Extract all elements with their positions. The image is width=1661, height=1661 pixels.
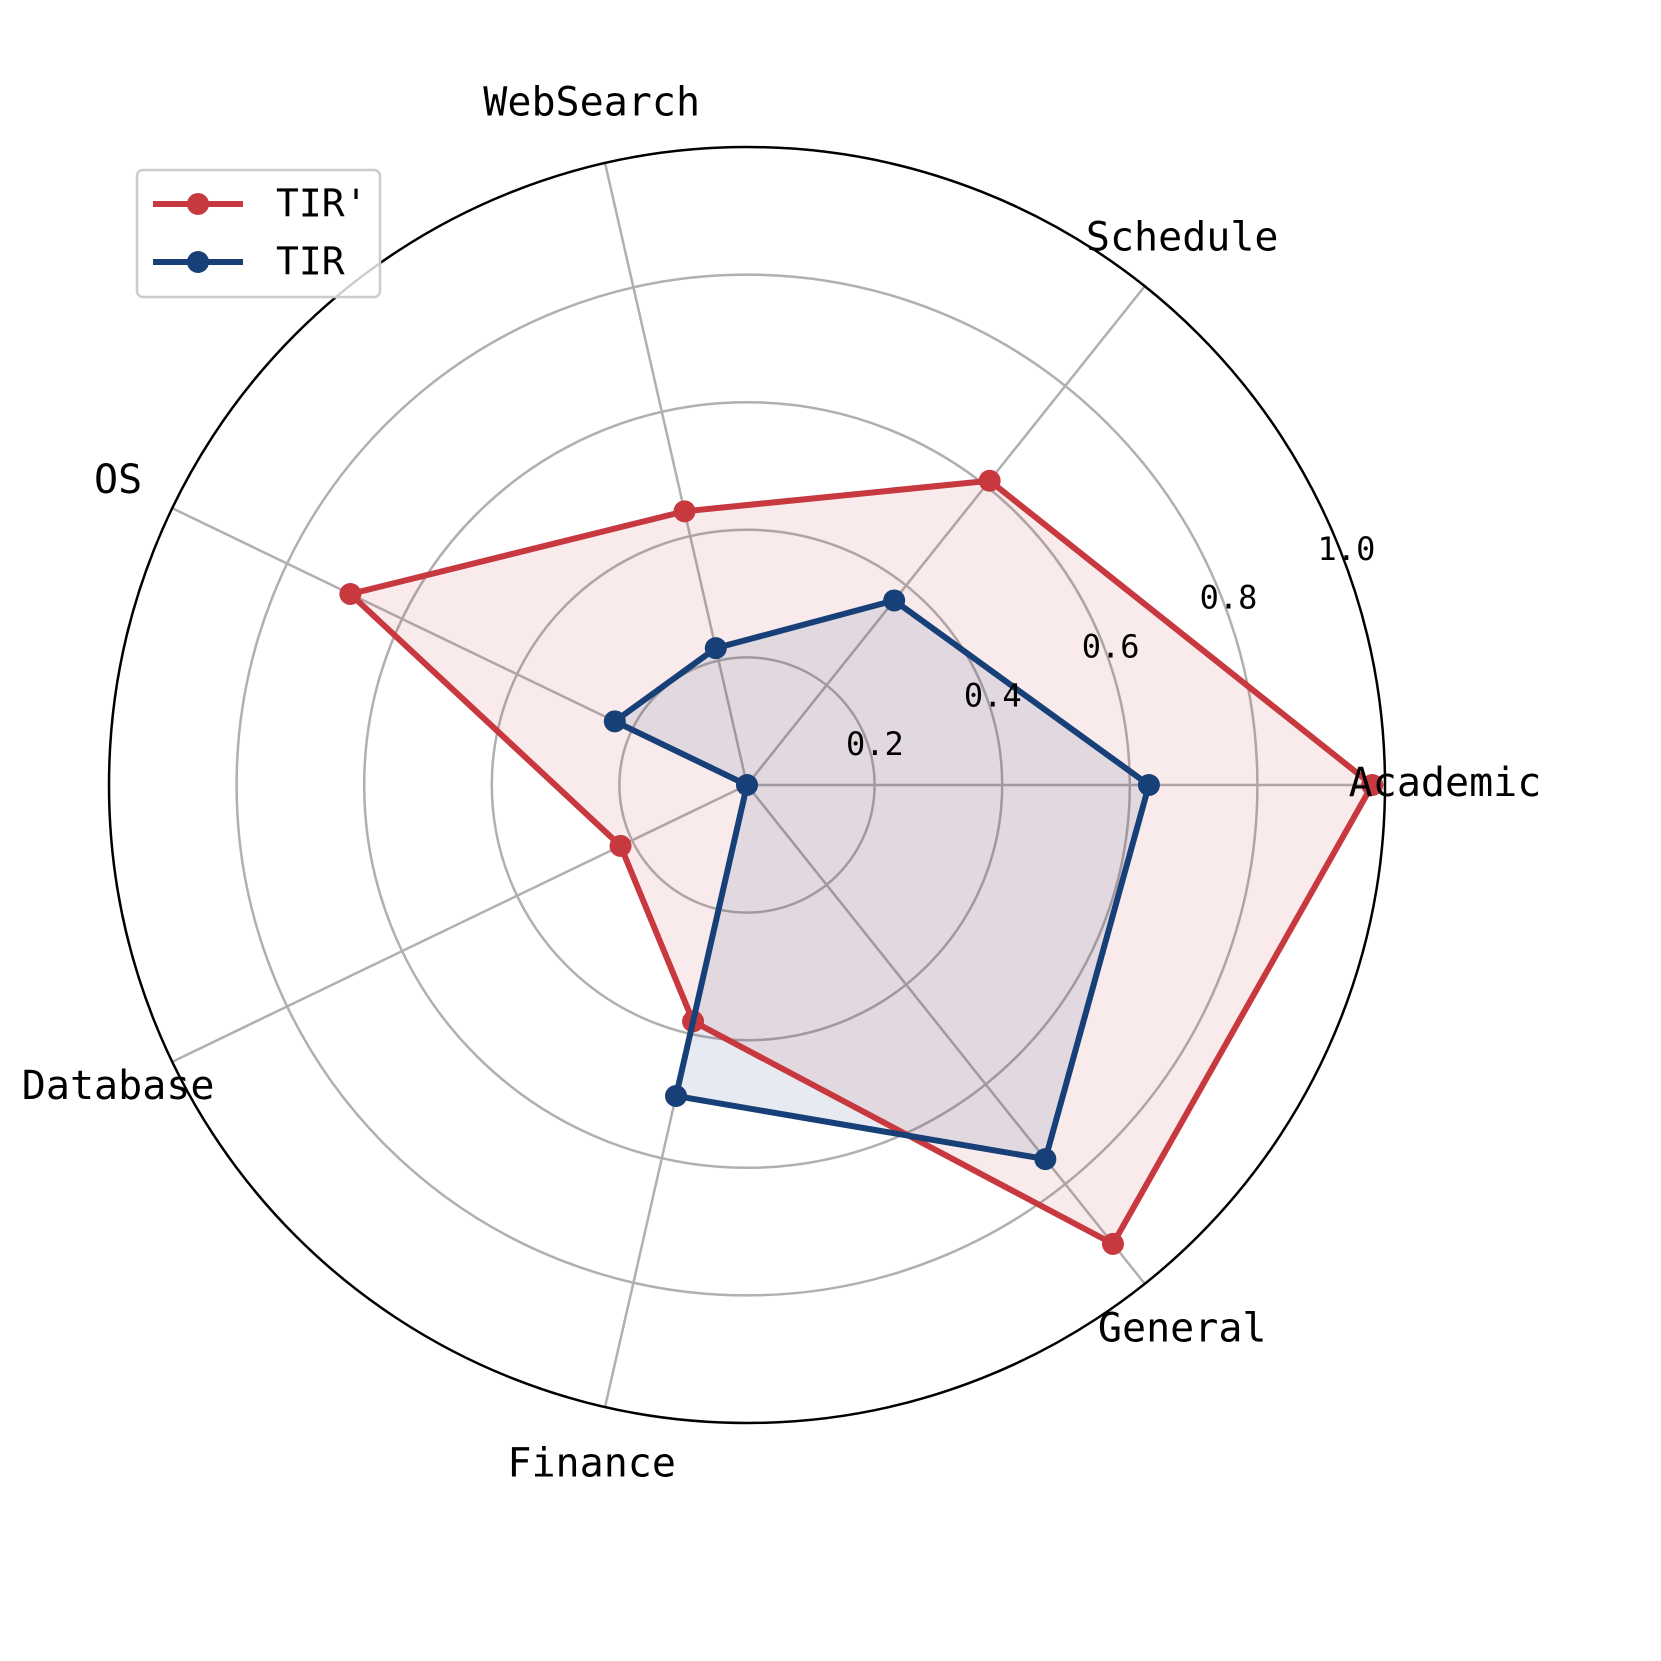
spoke [746, 784, 1146, 1285]
category-label: Academic [1349, 760, 1542, 806]
category-label: Schedule [1086, 214, 1279, 260]
legend-label: TIR [276, 240, 345, 284]
legend-marker [187, 251, 209, 273]
data-point [883, 589, 906, 612]
outer-spine [107, 145, 1387, 1425]
r-tick-label: 1.0 [1318, 530, 1376, 568]
series-area [350, 480, 1373, 1244]
category-label: WebSearch [483, 80, 700, 126]
data-point [673, 500, 696, 523]
series-line [344, 477, 1377, 1248]
spoke [746, 285, 1146, 786]
legend-marker [187, 193, 209, 215]
data-point [339, 582, 362, 605]
data-point [704, 637, 727, 660]
data-point [978, 469, 1001, 492]
legend-label: TIR' [276, 182, 368, 226]
data-point [603, 710, 626, 733]
category-label: General [1098, 1306, 1267, 1352]
category-label: OS [94, 457, 142, 503]
spoke [171, 783, 748, 1063]
series-area [614, 600, 1149, 1160]
data-point [609, 834, 632, 857]
data-point [1034, 1148, 1057, 1171]
category-label: Database [22, 1063, 215, 1109]
spoke [603, 162, 749, 786]
data-point [665, 1085, 688, 1108]
data-point [1361, 774, 1384, 796]
r-tick-label: 0.4 [964, 676, 1022, 714]
r-tick-label: 0.6 [1082, 628, 1140, 666]
category-label: Finance [507, 1440, 676, 1486]
r-tick-label: 0.8 [1200, 579, 1258, 617]
r-tick-label: 0.2 [846, 725, 904, 763]
data-point [1137, 774, 1160, 796]
data-point [736, 774, 758, 796]
series-line [608, 597, 1153, 1163]
data-point [1101, 1232, 1124, 1255]
legend: TIR' TIR [135, 168, 382, 299]
